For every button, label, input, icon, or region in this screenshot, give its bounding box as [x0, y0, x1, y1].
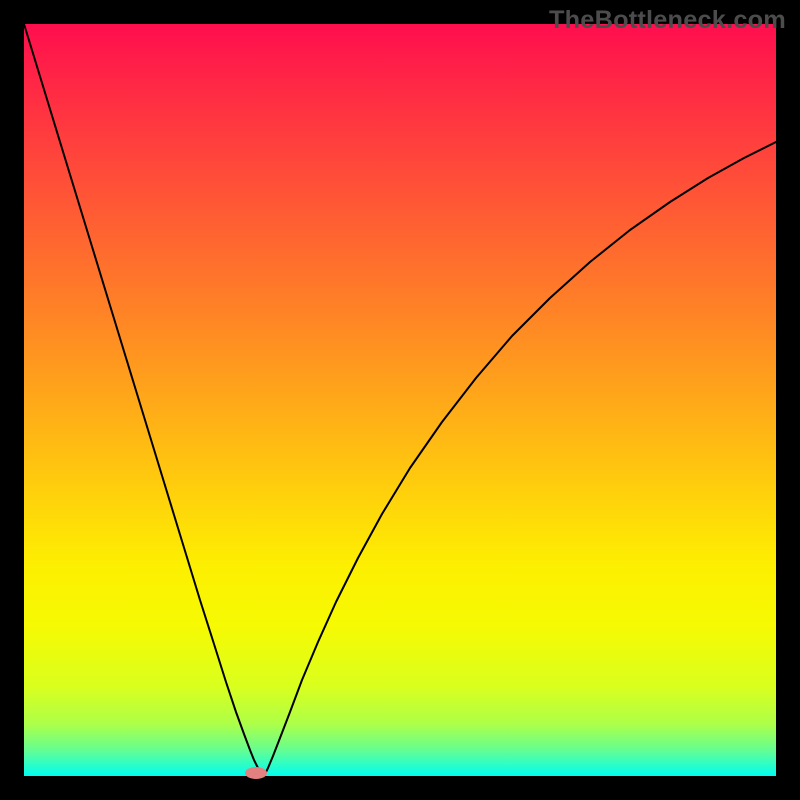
bottleneck-chart: [0, 0, 800, 800]
optimum-marker: [245, 767, 267, 779]
plot-background: [24, 24, 776, 776]
attribution-text: TheBottleneck.com: [549, 6, 786, 35]
chart-frame: TheBottleneck.com: [0, 0, 800, 800]
